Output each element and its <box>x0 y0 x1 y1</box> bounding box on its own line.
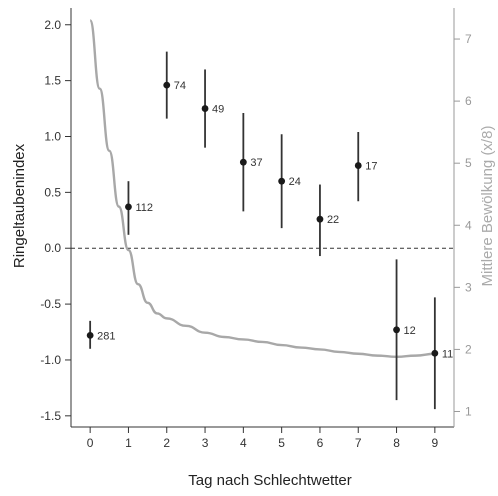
point-label-n: 12 <box>404 325 416 337</box>
data-point-day-1 <box>125 203 132 211</box>
x-tick-label: 6 <box>317 436 324 450</box>
point-label-n: 17 <box>365 161 377 173</box>
point-label-n: 49 <box>212 104 224 116</box>
data-point-day-0 <box>86 331 94 339</box>
y-tick-label: 2.0 <box>44 18 61 32</box>
y2-tick-label: 4 <box>465 218 472 232</box>
x-tick-label: 2 <box>163 436 170 450</box>
y-tick-label: -1.5 <box>40 409 61 423</box>
point-label-n: 24 <box>289 176 301 188</box>
point-label-n: 37 <box>250 157 262 169</box>
x-tick-label: 4 <box>240 436 247 450</box>
point-label-n: 281 <box>97 330 115 342</box>
y2-tick-label: 1 <box>465 404 472 418</box>
y-axis-title: Ringeltaubenindex <box>11 143 28 268</box>
x-tick-label: 7 <box>355 436 362 450</box>
y2-tick-label: 5 <box>465 156 472 170</box>
x-tick-label: 3 <box>202 436 209 450</box>
y-tick-label: 1.0 <box>44 129 61 143</box>
y2-tick-label: 2 <box>465 342 472 356</box>
y-tick-label: 1.5 <box>44 74 61 88</box>
cloud-cover-line <box>88 19 435 359</box>
data-points <box>86 81 439 357</box>
plot-area <box>70 8 455 428</box>
x-axis: 0 1 2 3 4 5 6 7 8 9 <box>87 427 439 450</box>
x-tick-label: 5 <box>278 436 285 450</box>
data-point-day-5 <box>278 177 286 185</box>
point-label-n: 22 <box>327 214 339 226</box>
data-point-day-4 <box>239 158 247 166</box>
point-label-n: 112 <box>135 202 153 214</box>
point-label-n: 74 <box>174 80 186 92</box>
y-tick-label: -0.5 <box>40 297 61 311</box>
y2-tick-label: 7 <box>465 32 472 46</box>
data-point-day-2 <box>163 81 171 89</box>
y-tick-label: 0.0 <box>44 241 61 255</box>
x-tick-label: 0 <box>87 436 94 450</box>
y-axis-left: -1.5 -1.0 -0.5 0.0 0.5 1.0 1.5 2.0 <box>40 18 71 423</box>
y-axis-right: 1 2 3 4 5 6 7 <box>454 32 472 418</box>
data-point-day-9 <box>431 349 439 357</box>
data-point-day-8 <box>393 326 400 334</box>
point-label-n: 11 <box>442 348 453 360</box>
x-tick-label: 1 <box>125 436 132 450</box>
x-tick-label: 9 <box>432 436 439 450</box>
y-tick-label: -1.0 <box>40 353 61 367</box>
point-labels: 281 112 74 49 37 24 22 17 12 11 <box>97 80 453 360</box>
y2-tick-label: 6 <box>465 94 472 108</box>
y-tick-label: 0.5 <box>44 185 61 199</box>
data-point-day-6 <box>316 215 324 223</box>
data-point-day-7 <box>354 162 362 169</box>
x-tick-label: 8 <box>393 436 400 450</box>
x-axis-title: Tag nach Schlechtwetter <box>188 472 351 489</box>
y2-tick-label: 3 <box>465 280 472 294</box>
data-point-day-3 <box>201 105 209 112</box>
y-axis-right-title: Mittlere Bewölkung (x/8) <box>479 126 496 287</box>
cloud-cover-curve <box>88 19 435 359</box>
